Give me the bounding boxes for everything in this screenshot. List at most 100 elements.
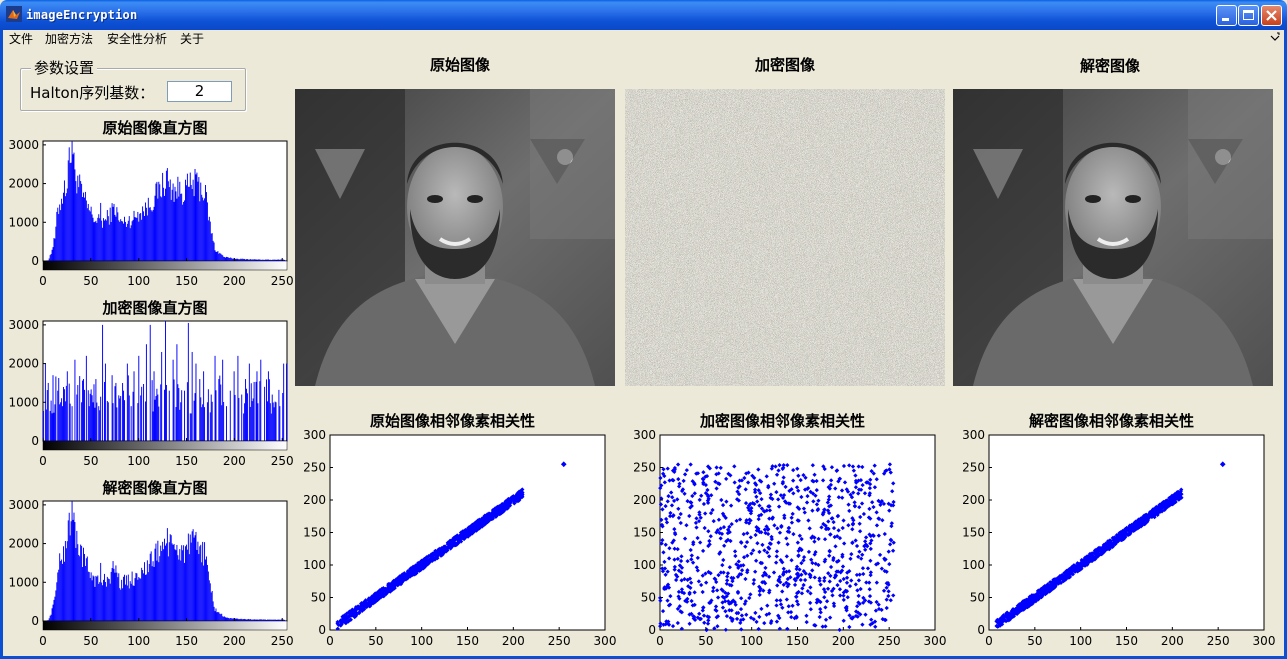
hist-bar [272, 402, 274, 441]
scatter-point [849, 578, 854, 583]
hist-bar [87, 571, 89, 621]
x-tick-label: 250 [548, 634, 571, 648]
scatter-point [768, 492, 774, 497]
hist-bar [207, 571, 209, 621]
hist-bar [45, 620, 47, 621]
hist-bar [233, 371, 235, 441]
menu-security-analysis[interactable]: 安全性分析 [107, 32, 168, 46]
halton-base-input[interactable]: 2 [167, 81, 232, 102]
hist-bar [271, 259, 273, 261]
scatter-point [489, 516, 494, 521]
scatter-point [828, 564, 834, 570]
x-tick-label: 0 [39, 454, 47, 468]
hist-bar [63, 546, 64, 621]
hist-bar [266, 259, 267, 261]
scatter-point [663, 542, 668, 547]
menu-about[interactable]: 关于 [180, 32, 205, 46]
hist-bar [159, 556, 161, 621]
x-tick-label: 50 [368, 634, 383, 648]
hist-bar [81, 545, 83, 621]
hist-bar [102, 585, 104, 621]
hist-bar [235, 259, 237, 261]
hist-bar [77, 175, 79, 261]
x-tick-label: 150 [1115, 634, 1138, 648]
hist-bar [101, 220, 103, 261]
hist-bar [168, 187, 170, 261]
hist-bar [74, 522, 76, 621]
hist-bar [276, 619, 278, 621]
x-tick-label: 0 [326, 634, 334, 648]
maximize-button[interactable] [1238, 5, 1259, 26]
hist-bar [90, 389, 92, 441]
hist-bar [140, 578, 142, 621]
hist-bar [260, 259, 262, 261]
hist-bar [146, 560, 148, 621]
hist-bar [208, 580, 210, 621]
hist-bar [143, 384, 145, 441]
grayscale-colorbar [42, 620, 288, 631]
hist-bar [73, 152, 75, 261]
hist-bar [165, 545, 166, 621]
hist-bar [246, 619, 247, 621]
scatter-point [702, 525, 707, 531]
hist-bar [227, 617, 229, 621]
hist-bar [142, 570, 144, 621]
halton-label: Halton序列基数： [30, 84, 155, 102]
hist-bar [116, 572, 118, 621]
close-button[interactable] [1261, 5, 1282, 26]
scatter-point [1050, 581, 1055, 586]
hist-bar [223, 616, 225, 621]
x-tick-label: 100 [127, 634, 150, 648]
y-tick-label: 1000 [8, 395, 39, 409]
hist-bar [71, 501, 73, 621]
scatter-point [746, 503, 752, 508]
hist-bar [173, 379, 175, 441]
hist-bar [177, 555, 179, 621]
hist-bar [180, 402, 182, 441]
scatter-point [784, 554, 789, 559]
scatter-point [832, 534, 837, 540]
hist-bar [261, 259, 263, 261]
x-tick-label: 100 [1069, 634, 1092, 648]
x-tick-label: 150 [175, 634, 198, 648]
hist-bar [163, 549, 165, 621]
hist-bar [116, 407, 118, 441]
scatter-point [804, 500, 810, 505]
hist-bar [139, 578, 141, 621]
hist-bar [201, 194, 203, 261]
scatter-point [833, 544, 838, 549]
scatter-point [696, 579, 701, 584]
scatter-point [724, 613, 730, 619]
menu-file[interactable]: 文件 [9, 32, 34, 46]
y-tick-label: 200 [303, 493, 326, 507]
hist-bar [275, 259, 277, 261]
hist-bar [124, 400, 125, 441]
chevron-icon[interactable] [1270, 32, 1280, 42]
title-bar[interactable] [0, 0, 1287, 30]
scatter-point [1092, 557, 1098, 562]
hist-bar [126, 363, 128, 441]
hist-bar [100, 202, 102, 261]
hist-bar [55, 590, 57, 621]
hist-bar [115, 565, 117, 621]
hist-bar [275, 402, 277, 441]
scatter-point [727, 524, 732, 530]
hist-bar [200, 544, 202, 621]
hist-bar [140, 395, 142, 441]
scatter-point [721, 557, 726, 563]
hist-bar [242, 619, 244, 621]
hist-bar [111, 203, 113, 261]
hist-bar [84, 565, 86, 621]
scatter-point [810, 491, 816, 496]
param-legend: 参数设置 [31, 57, 98, 78]
hist-bar [124, 584, 126, 621]
scatter-point [863, 547, 868, 552]
hist-bar [267, 371, 269, 441]
hist-bar [47, 620, 49, 621]
minimize-button[interactable] [1216, 5, 1237, 26]
hist-bar [118, 395, 120, 441]
scatter-point [817, 576, 822, 581]
scatter-point [804, 619, 809, 625]
menu-encryption-method[interactable]: 加密方法 [45, 32, 94, 46]
hist-bar [186, 549, 188, 621]
